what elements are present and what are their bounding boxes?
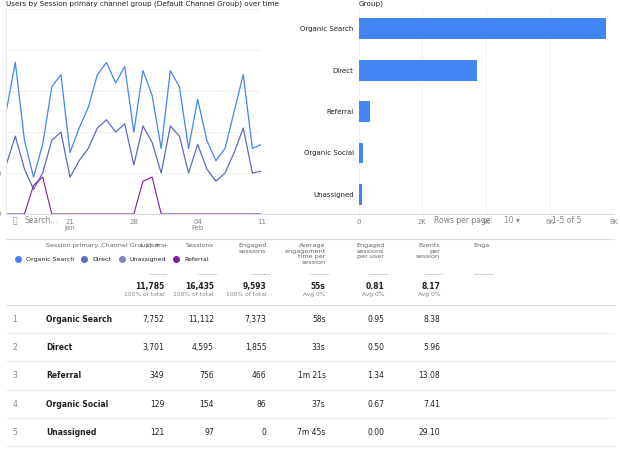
Text: 5.96: 5.96 xyxy=(423,343,440,352)
Text: 33s: 33s xyxy=(312,343,326,352)
Text: 16,435: 16,435 xyxy=(185,282,214,291)
Text: 11,785: 11,785 xyxy=(135,282,164,291)
Text: 7,752: 7,752 xyxy=(143,315,164,324)
Text: 7.41: 7.41 xyxy=(423,400,440,409)
Text: 154: 154 xyxy=(200,400,214,409)
Text: 0.67: 0.67 xyxy=(368,400,384,409)
Text: 3,701: 3,701 xyxy=(143,343,164,352)
Text: ↓ Users: ↓ Users xyxy=(139,243,164,248)
Text: 466: 466 xyxy=(252,371,267,381)
Text: Organic Search: Organic Search xyxy=(46,315,113,324)
Bar xyxy=(358,101,370,122)
Text: 100% of total: 100% of total xyxy=(226,292,267,297)
Text: 4,595: 4,595 xyxy=(192,343,214,352)
Text: 121: 121 xyxy=(150,428,164,437)
Text: 349: 349 xyxy=(149,371,164,381)
Text: 13.08: 13.08 xyxy=(418,371,440,381)
Text: 8.17: 8.17 xyxy=(422,282,440,291)
Text: 11,112: 11,112 xyxy=(188,315,214,324)
Text: 🔍: 🔍 xyxy=(12,216,17,225)
Text: Avg 0%: Avg 0% xyxy=(418,292,440,297)
Bar xyxy=(358,184,362,205)
Text: 100% of total: 100% of total xyxy=(123,292,164,297)
Text: 0: 0 xyxy=(262,428,267,437)
Text: Search...: Search... xyxy=(25,216,58,225)
Text: Unassigned: Unassigned xyxy=(46,428,97,437)
Text: Average
engagement
time per
session: Average engagement time per session xyxy=(285,243,326,265)
Text: 29.10: 29.10 xyxy=(418,428,440,437)
Bar xyxy=(358,18,606,39)
Text: Avg 0%: Avg 0% xyxy=(362,292,384,297)
Text: Session primary..Channel Group)  ▾  +: Session primary..Channel Group) ▾ + xyxy=(46,243,169,248)
Text: 4: 4 xyxy=(12,400,17,409)
Text: 10 ▾: 10 ▾ xyxy=(503,216,520,225)
Text: Enga: Enga xyxy=(474,243,490,248)
Text: 0.50: 0.50 xyxy=(368,343,384,352)
Text: 1: 1 xyxy=(12,315,17,324)
Bar xyxy=(358,60,477,80)
Text: Events
per
session: Events per session xyxy=(416,243,440,259)
Text: 5: 5 xyxy=(12,428,17,437)
Text: Users by Session primary channel group (Default Channel
Group): Users by Session primary channel group (… xyxy=(358,0,567,6)
Text: 1.34: 1.34 xyxy=(368,371,384,381)
Text: 2: 2 xyxy=(12,343,17,352)
Text: 37s: 37s xyxy=(312,400,326,409)
Legend: Organic Search, Direct, Unassigned, Referral: Organic Search, Direct, Unassigned, Refe… xyxy=(9,254,211,264)
Text: 9,593: 9,593 xyxy=(243,282,267,291)
Text: 3: 3 xyxy=(12,371,17,381)
Text: Organic Social: Organic Social xyxy=(46,400,108,409)
Text: 8.38: 8.38 xyxy=(423,315,440,324)
Text: 58s: 58s xyxy=(312,315,326,324)
Text: Direct: Direct xyxy=(46,343,73,352)
Text: 86: 86 xyxy=(257,400,267,409)
Text: 1-5 of 5: 1-5 of 5 xyxy=(552,216,581,225)
Text: Users by Session primary channel group (Default Channel Group) over time: Users by Session primary channel group (… xyxy=(6,0,279,6)
Text: 129: 129 xyxy=(150,400,164,409)
Text: 0.95: 0.95 xyxy=(368,315,384,324)
Text: 7,373: 7,373 xyxy=(245,315,267,324)
Text: 0.00: 0.00 xyxy=(368,428,384,437)
Text: 1m 21s: 1m 21s xyxy=(298,371,326,381)
Text: 1,855: 1,855 xyxy=(245,343,267,352)
Text: 55s: 55s xyxy=(311,282,326,291)
Text: 7m 45s: 7m 45s xyxy=(297,428,326,437)
Bar xyxy=(358,143,363,163)
Text: 97: 97 xyxy=(204,428,214,437)
Text: Avg 0%: Avg 0% xyxy=(303,292,326,297)
Text: Sessions: Sessions xyxy=(186,243,214,248)
Text: Rows per page:: Rows per page: xyxy=(434,216,493,225)
Text: 756: 756 xyxy=(199,371,214,381)
Text: 0.81: 0.81 xyxy=(366,282,384,291)
Text: 100% of total: 100% of total xyxy=(173,292,214,297)
Text: Engaged
sessions
per user: Engaged sessions per user xyxy=(356,243,384,259)
Text: Referral: Referral xyxy=(46,371,82,381)
Text: Engaged
sessions: Engaged sessions xyxy=(238,243,267,253)
